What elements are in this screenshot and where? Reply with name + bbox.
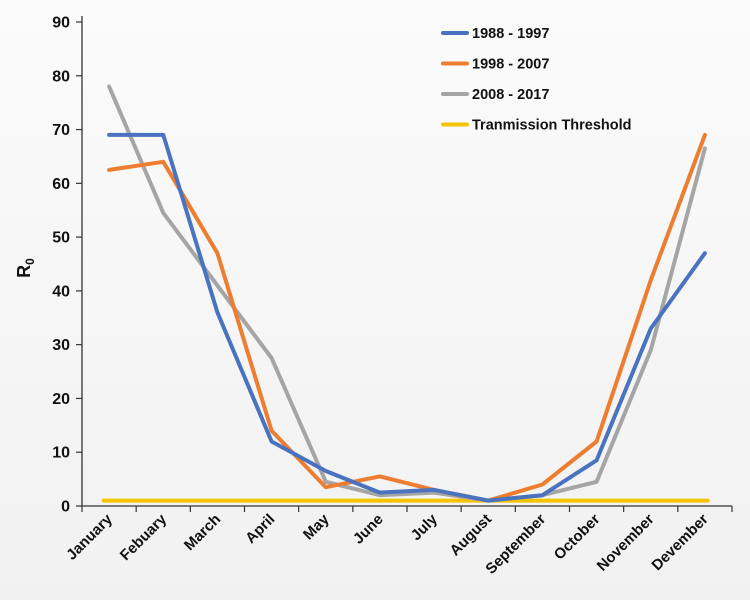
axes-layer — [81, 16, 732, 507]
x-tick-label: Devember — [648, 511, 711, 574]
legend-label: 1988 - 1997 — [472, 26, 549, 42]
svg-text:R0: R0 — [14, 258, 37, 278]
x-tick-label: August — [447, 511, 496, 560]
y-tick-label: 20 — [52, 391, 70, 408]
y-tick-label: 10 — [52, 445, 70, 462]
x-tick-label: May — [300, 510, 333, 543]
y-tick-label: 30 — [52, 337, 70, 354]
x-tick-label: June — [350, 511, 387, 548]
y-tick-label: 80 — [52, 68, 70, 85]
legend-label: 2008 - 2017 — [472, 87, 549, 103]
legend: 1988 - 1997 1998 - 2007 2008 - 2017 Tranmis… — [441, 26, 632, 134]
y-tick-label: 90 — [52, 15, 70, 32]
x-tick-label: April — [242, 511, 278, 547]
y-axis-title: R0 — [14, 258, 37, 278]
y-tick-label: 70 — [52, 122, 70, 139]
y-tick-label: 0 — [61, 499, 70, 516]
y-tick-label: 40 — [52, 283, 70, 300]
series-layer — [101, 84, 710, 503]
x-tick-label: March — [181, 511, 224, 554]
series-line-2 — [107, 132, 707, 503]
legend-label: 1998 - 2007 — [472, 57, 549, 73]
x-tick-label: Febuary — [117, 510, 171, 564]
x-tick-label: January — [63, 510, 116, 563]
y-ticks-layer: 0 10 20 30 40 50 60 70 80 90 — [52, 15, 82, 516]
series-line-3 — [107, 84, 707, 503]
y-tick-label: 50 — [52, 230, 70, 247]
y-tick-label: 60 — [52, 176, 70, 193]
x-tick-label: July — [408, 510, 442, 544]
y-axis-title-main: R — [14, 265, 34, 278]
x-ticks-layer: January Febuary March April May June July Augus… — [63, 506, 733, 578]
y-axis-title-sub: 0 — [23, 258, 37, 265]
x-tick-label: November — [594, 511, 658, 575]
x-tick-label: October — [551, 511, 604, 564]
legend-label: Tranmission Threshold — [472, 118, 632, 134]
series-line-1 — [107, 132, 707, 503]
